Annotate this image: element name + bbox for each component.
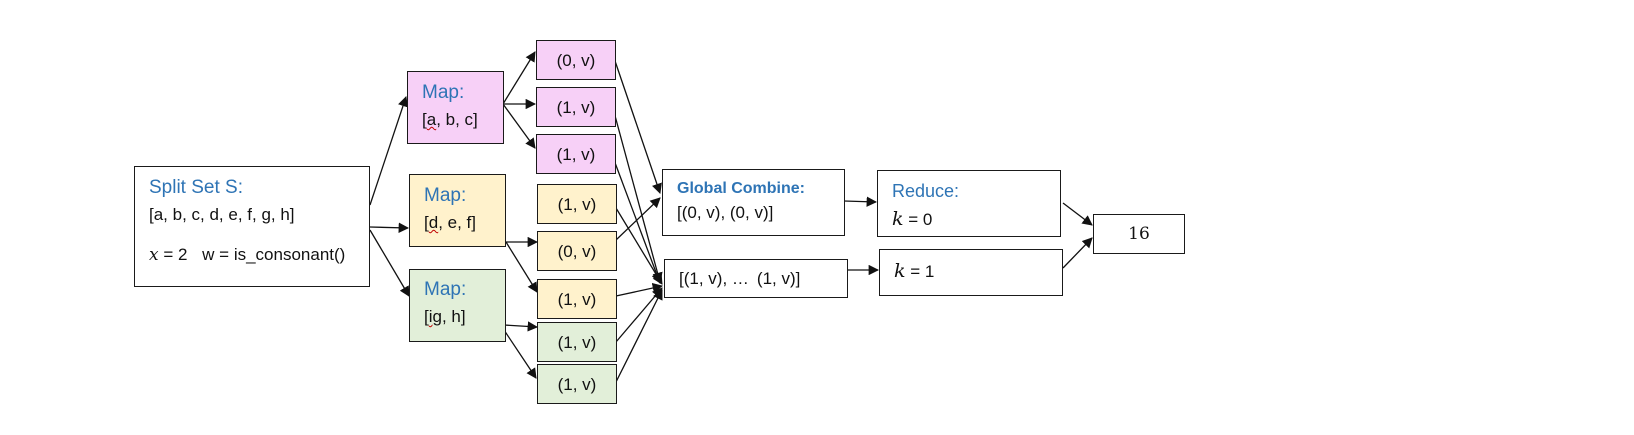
arrow-map1-pair3 — [502, 103, 536, 149]
pair-7-text: (1, v) — [557, 333, 597, 352]
reduce-title: Reduce: — [892, 181, 960, 201]
combine-ones-end: (1, v)] — [756, 269, 801, 288]
split-set-box: Split Set S: [a, b, c, d, e, f, g, h] x … — [134, 166, 370, 287]
map-2-open: [ — [424, 213, 429, 232]
result-value: 16 — [1128, 224, 1150, 244]
pair-1-text: (0, v) — [556, 51, 596, 70]
map-1-rest: , b, c] — [436, 110, 478, 129]
map-3-rest: , h] — [441, 307, 466, 326]
arrow-map3-pair8 — [503, 329, 537, 379]
arrow-split-map2 — [369, 222, 410, 233]
k1-variable: k — [894, 260, 906, 282]
arrow-global-reduce0 — [843, 196, 878, 207]
pair-3-text: (1, v) — [556, 145, 596, 164]
arrow-pair4-ones — [615, 207, 663, 285]
global-combine-values: [(0, v), (0, v)] — [677, 203, 774, 222]
arrow-pair7-ones — [615, 287, 663, 343]
split-set-values: [a, b, c, d, e, f, g, h] — [149, 205, 295, 224]
arrow-pair5-global — [615, 197, 661, 241]
pair-6-text: (1, v) — [557, 290, 597, 309]
pair-box-1: (0, v) — [536, 40, 616, 80]
reduce-box-k0: Reduce: k = 0 — [877, 170, 1061, 237]
reduce-k0: k = 0 — [892, 208, 932, 230]
x-value: = 2 — [163, 245, 188, 264]
pair-8-text: (1, v) — [557, 375, 597, 394]
arrow-pair8-ones — [615, 289, 663, 383]
split-set-params: x = 2 w = is_consonant() — [149, 245, 345, 265]
map-1-first: a — [426, 110, 437, 129]
pair-box-4: (1, v) — [537, 184, 617, 224]
map-2-title: Map: — [424, 185, 466, 207]
map-3-open: [ — [424, 307, 429, 326]
arrow-split-map1 — [369, 96, 408, 206]
map-3-title-text: Map — [424, 279, 461, 300]
map-1-title-colon: : — [458, 82, 465, 103]
map-3-first: ig — [428, 307, 442, 326]
pair-box-5: (0, v) — [537, 231, 617, 271]
map-box-2: Map: [d, e, f] — [409, 174, 506, 247]
map-box-3: Map: [ig, h] — [409, 269, 506, 342]
arrow-map2-pair6 — [505, 241, 538, 293]
map-2-title-text: Map — [424, 185, 461, 206]
pair-box-3: (1, v) — [536, 134, 616, 174]
pair-2-text: (1, v) — [556, 98, 596, 117]
k0-value: = 0 — [908, 210, 933, 229]
global-combine-title: Global Combine: — [677, 180, 805, 197]
w-function: w = is_consonant() — [202, 245, 346, 264]
map-2-first: d — [428, 213, 439, 232]
result-box: 16 — [1093, 214, 1185, 254]
pair-5-text: (0, v) — [557, 242, 597, 261]
map-1-open: [ — [422, 110, 427, 129]
pair-box-8: (1, v) — [537, 364, 617, 404]
k0-variable: k — [892, 208, 904, 230]
pair-box-7: (1, v) — [537, 322, 617, 362]
map-3-values: [ig, h] — [424, 307, 466, 327]
map-2-rest: , e, f] — [438, 213, 476, 232]
pair-box-2: (1, v) — [536, 87, 616, 127]
map-1-title: Map: — [422, 82, 464, 104]
reduce-k1: k = 1 — [894, 260, 934, 282]
k1-value: = 1 — [910, 262, 935, 281]
arrow-pair3-ones — [613, 159, 662, 284]
map-2-title-colon: : — [460, 185, 467, 206]
arrow-pair2-ones — [613, 111, 663, 284]
combine-ones-start: [(1, v), … — [679, 269, 749, 288]
arrow-split-map3 — [369, 229, 410, 297]
arrow-pair1-global — [613, 57, 662, 194]
map-3-title-colon: : — [460, 279, 467, 300]
split-set-title-colon: : — [237, 177, 243, 198]
combine-ones-values: [(1, v), … (1, v)] — [679, 269, 800, 289]
global-combine-box: Global Combine: [(0, v), (0, v)] — [662, 169, 845, 236]
split-set-title-text: Split Set S — [149, 177, 238, 198]
arrow-map1-pair1 — [502, 51, 536, 105]
map-2-values: [d, e, f] — [424, 213, 476, 233]
combine-ones-box: [(1, v), … (1, v)] — [664, 259, 848, 298]
map-1-values: [a, b, c] — [422, 110, 478, 130]
arrow-reduce1-result — [1062, 237, 1093, 269]
arrow-pair6-ones — [615, 282, 664, 297]
split-set-title: Split Set S: — [149, 177, 243, 199]
arrow-map3-pair7 — [503, 321, 539, 332]
map-box-1: Map: [a, b, c] — [407, 71, 504, 144]
map-3-title: Map: — [424, 279, 466, 301]
map-1-title-text: Map — [422, 82, 459, 103]
pair-4-text: (1, v) — [557, 195, 597, 214]
arrow-reduce0-result — [1062, 202, 1093, 226]
x-variable: x — [149, 245, 159, 265]
reduce-box-k1: k = 1 — [879, 249, 1063, 296]
pair-box-6: (1, v) — [537, 279, 617, 319]
